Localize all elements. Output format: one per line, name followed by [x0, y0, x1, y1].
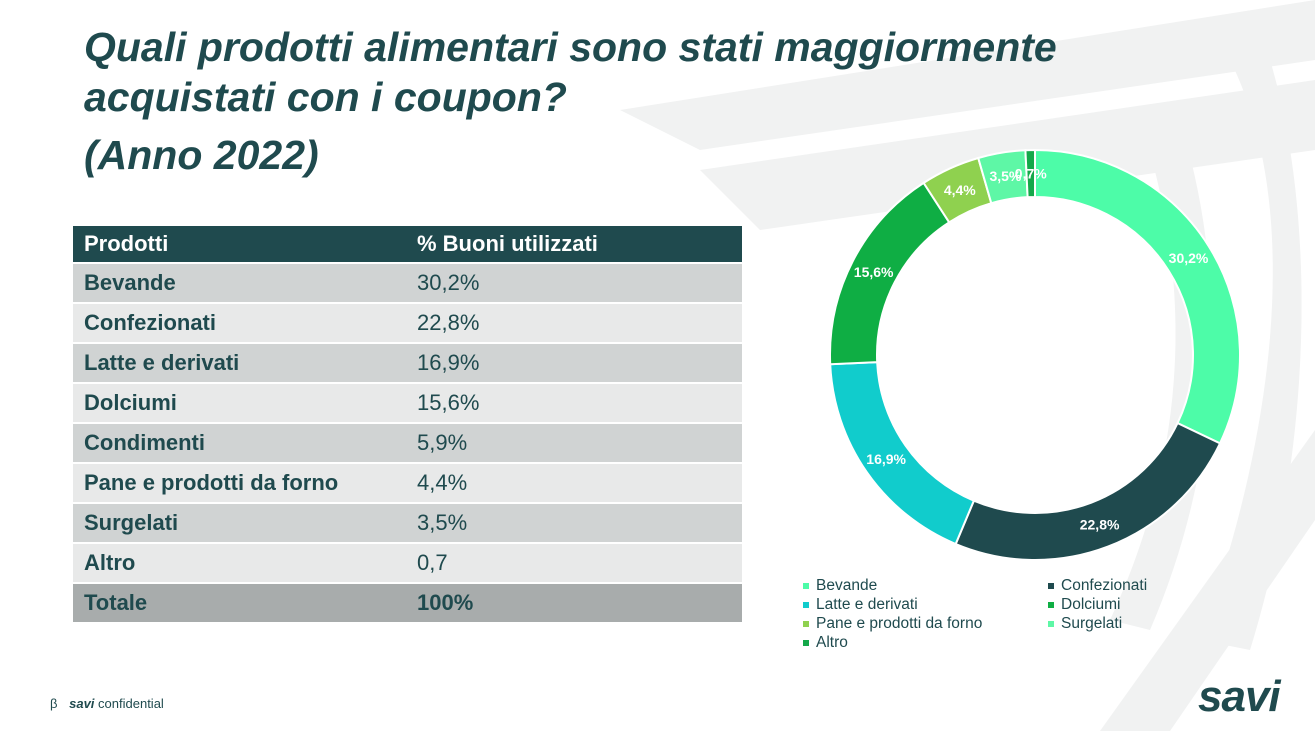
chart-legend: Bevande Confezionati Latte e derivati Dolci…: [803, 576, 1223, 652]
table-row: Dolciumi 15,6%: [73, 383, 742, 424]
title-line-2: acquistati con i coupon?: [84, 74, 567, 120]
legend-item: Bevande: [803, 576, 1048, 595]
table-row: Bevande 30,2%: [73, 263, 742, 304]
product-name: Altro: [73, 543, 406, 584]
data-label: 16,9%: [866, 451, 906, 467]
legend-swatch: [803, 620, 809, 627]
product-name: Dolciumi: [73, 383, 406, 424]
legend-label: Bevande: [816, 576, 878, 594]
product-name: Pane e prodotti da forno: [73, 463, 406, 504]
legend-item: Altro: [803, 633, 1048, 652]
donut-slice-altro: [1024, 148, 1036, 199]
legend-swatch: [1048, 582, 1054, 589]
product-percent: 0,7: [406, 543, 742, 584]
legend-swatch: [803, 639, 809, 646]
donut-chart: 30,2% 22,8% 16,9% 15,6% 4,4% 3,5%0,7%: [829, 148, 1241, 561]
product-percent: 16,9%: [406, 343, 742, 384]
legend-item: Confezionati: [1048, 576, 1223, 595]
data-label: 15,6%: [854, 264, 894, 280]
header-percent: % Buoni utilizzati: [406, 226, 742, 264]
total-label: Totale: [73, 583, 406, 624]
legend-label: Pane e prodotti da forno: [816, 614, 983, 632]
table-total-row: Totale 100%: [73, 583, 742, 624]
product-name: Latte e derivati: [73, 343, 406, 384]
total-value: 100%: [406, 583, 742, 624]
legend-swatch: [1048, 620, 1054, 627]
table-row: Pane e prodotti da forno 4,4%: [73, 463, 742, 504]
page-marker: β: [50, 696, 58, 711]
header-products: Prodotti: [73, 226, 406, 264]
legend-item: Pane e prodotti da forno: [803, 614, 1048, 633]
legend-item: Dolciumi: [1048, 595, 1223, 614]
product-name: Surgelati: [73, 503, 406, 544]
product-name: Bevande: [73, 263, 406, 304]
savi-logo: savi: [1198, 672, 1281, 721]
legend-swatch: [1048, 601, 1054, 608]
title-year: (Anno 2022): [84, 132, 319, 178]
table-row: Latte e derivati 16,9%: [73, 343, 742, 384]
product-percent: 5,9%: [406, 423, 742, 464]
table-row: Condimenti 5,9%: [73, 423, 742, 464]
table-row: Confezionati 22,8%: [73, 303, 742, 344]
products-table: Prodotti % Buoni utilizzati Bevande 30,2…: [73, 226, 742, 624]
legend-item: Surgelati: [1048, 614, 1223, 633]
product-name: Condimenti: [73, 423, 406, 464]
product-name: Confezionati: [73, 303, 406, 344]
footer-brand: savi: [69, 696, 95, 711]
table-header-row: Prodotti % Buoni utilizzati: [73, 226, 742, 264]
legend-label: Latte e derivati: [816, 595, 918, 613]
legend-label: Confezionati: [1061, 576, 1148, 594]
legend-label: Dolciumi: [1061, 595, 1121, 613]
product-percent: 15,6%: [406, 383, 742, 424]
footer: β savi confidential: [50, 696, 164, 711]
legend-swatch: [803, 582, 809, 589]
donut-slice-bevande: [1034, 148, 1241, 445]
legend-label: Altro: [816, 633, 848, 651]
data-label: 3,5%: [989, 168, 1021, 184]
legend-item: Latte e derivati: [803, 595, 1048, 614]
title-line-1: Quali prodotti alimentari sono stati mag…: [84, 24, 1057, 70]
legend-label: Surgelati: [1061, 614, 1123, 632]
product-percent: 3,5%: [406, 503, 742, 544]
legend-swatch: [803, 601, 809, 608]
product-percent: 22,8%: [406, 303, 742, 344]
page-title: Quali prodotti alimentari sono stati mag…: [84, 22, 1184, 180]
data-label: 0,7%: [1015, 166, 1047, 182]
product-percent: 4,4%: [406, 463, 742, 504]
footer-label: confidential: [98, 696, 164, 711]
table-row: Surgelati 3,5%: [73, 503, 742, 544]
product-percent: 30,2%: [406, 263, 742, 304]
data-label: 4,4%: [944, 182, 976, 198]
table-row: Altro 0,7: [73, 543, 742, 584]
donut-slice-confezionati: [954, 421, 1222, 561]
data-label: 30,2%: [1169, 250, 1209, 266]
data-label: 22,8%: [1080, 517, 1120, 533]
